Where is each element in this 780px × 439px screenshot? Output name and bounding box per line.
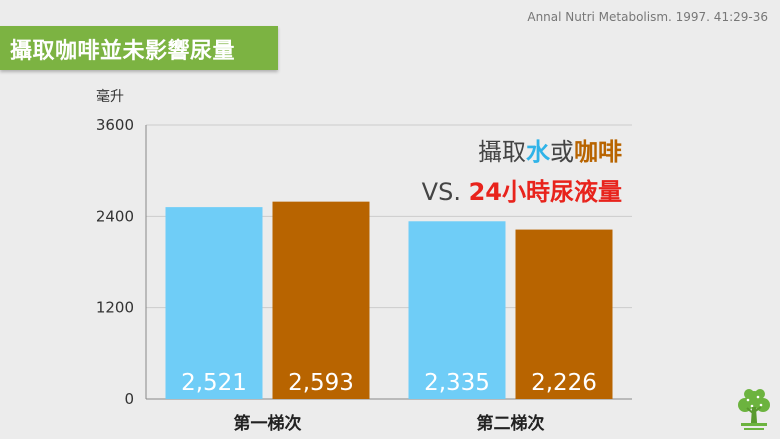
legend-highlight: 24小時尿液量	[468, 178, 622, 206]
citation: Annal Nutri Metabolism. 1997. 41:29-36	[527, 10, 768, 24]
x-category-label: 第二梯次	[477, 413, 545, 434]
bar-water	[165, 207, 263, 399]
title-banner: 攝取咖啡並未影響尿量	[0, 26, 278, 70]
data-label: 2,226	[531, 370, 597, 396]
y-tick-label: 0	[124, 390, 134, 408]
data-label: 2,335	[424, 370, 490, 396]
legend-line-2: VS. 24小時尿液量	[422, 172, 622, 207]
legend-water: 水	[526, 138, 550, 166]
labels-layer: 0 1200 2400 3600 2,521 2,593 第一梯次 2,335 2,226 第二梯…	[96, 116, 597, 434]
tree-logo-icon	[738, 389, 770, 430]
data-label: 2,521	[181, 370, 247, 396]
y-tick-label: 3600	[96, 116, 134, 134]
legend-coffee: 咖啡	[574, 138, 622, 166]
legend-line-1: 攝取水或咖啡	[478, 132, 622, 167]
legend-vs: VS.	[421, 178, 469, 206]
y-tick-label: 2400	[96, 207, 134, 225]
bars-layer	[165, 201, 613, 399]
legend-or: 或	[550, 138, 574, 166]
bar-coffee	[272, 201, 370, 399]
slide-title: 攝取咖啡並未影響尿量	[10, 39, 236, 64]
x-category-label: 第一梯次	[234, 413, 302, 434]
y-axis-unit: 毫升	[96, 89, 124, 105]
bar-water	[408, 221, 506, 399]
bar-coffee	[515, 229, 613, 399]
y-tick-label: 1200	[96, 299, 134, 317]
legend-prefix: 攝取	[478, 138, 526, 166]
data-label: 2,593	[288, 370, 354, 396]
